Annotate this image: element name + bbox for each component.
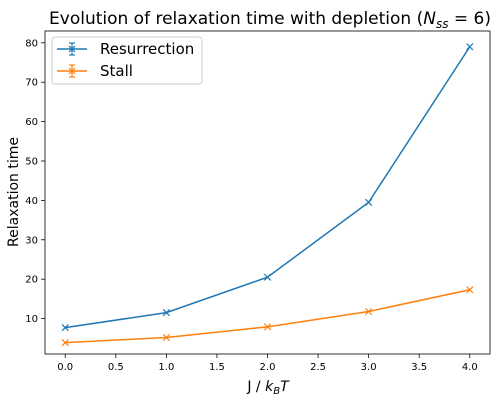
- x-axis-title-suffix: T: [280, 379, 290, 395]
- data-point-resurrection: [365, 198, 373, 206]
- data-point-stall: [263, 323, 272, 331]
- series-line-stall: [65, 289, 470, 344]
- y-tick-label: 20: [25, 275, 38, 286]
- chart-title-subscript: ss: [436, 17, 449, 31]
- legend-item-stall: Stall: [57, 62, 133, 80]
- x-axis-title-symbol: k: [265, 379, 274, 395]
- x-tick-label: 4.0: [462, 362, 478, 373]
- x-tick-label: 0.5: [108, 362, 124, 373]
- data-point-stall: [162, 333, 170, 342]
- data-point-resurrection: [61, 323, 69, 332]
- x-tick-label: 1.0: [158, 362, 174, 373]
- x-tick-label: 1.5: [209, 362, 225, 373]
- legend: Resurrection Stall: [51, 36, 203, 85]
- chart-title: Evolution of relaxation time with deplet…: [49, 9, 491, 31]
- data-point-resurrection: [162, 309, 170, 317]
- legend-label-stall: Stall: [100, 62, 133, 80]
- y-axis-title: Relaxation time: [6, 137, 22, 247]
- x-axis-ticks: 0.0 0.5 1.0 1.5 2.0 2.5 3.0 3.5 4.0: [57, 354, 478, 373]
- legend-label-resurrection: Resurrection: [100, 40, 194, 58]
- chart-title-symbol: N: [423, 9, 436, 29]
- y-tick-label: 80: [25, 38, 38, 49]
- legend-box: [51, 36, 203, 85]
- y-tick-label: 30: [25, 235, 38, 246]
- y-axis-ticks: 10 20 30 40 50 60 70 80: [25, 38, 45, 325]
- data-point-resurrection: [263, 273, 272, 281]
- y-tick-label: 70: [25, 78, 38, 89]
- data-point-stall: [466, 286, 474, 294]
- data-point-stall: [61, 338, 69, 347]
- x-tick-label: 2.5: [310, 362, 326, 373]
- y-tick-label: 10: [25, 314, 38, 325]
- series-line-resurrection: [65, 46, 471, 329]
- y-tick-label: 60: [25, 117, 38, 128]
- legend-items: Resurrection Stall: [57, 40, 194, 80]
- x-axis-title: J / kBT: [246, 379, 290, 397]
- data-point-stall: [365, 307, 373, 316]
- x-tick-label: 3.0: [361, 362, 377, 373]
- y-tick-label: 40: [25, 196, 38, 207]
- x-axis-title-prefix: J /: [246, 379, 265, 395]
- x-tick-label: 3.5: [411, 362, 427, 373]
- x-tick-label: 2.0: [260, 362, 276, 373]
- legend-item-resurrection: Resurrection: [57, 40, 194, 58]
- chart-title-suffix: = 6): [448, 9, 491, 29]
- series-layer: [61, 43, 474, 347]
- x-tick-label: 0.0: [57, 362, 73, 373]
- x-axis-title-subscript: B: [273, 386, 280, 397]
- chart-title-prefix: Evolution of relaxation time with deplet…: [49, 9, 423, 29]
- data-point-resurrection: [466, 43, 474, 51]
- y-tick-label: 50: [25, 156, 38, 167]
